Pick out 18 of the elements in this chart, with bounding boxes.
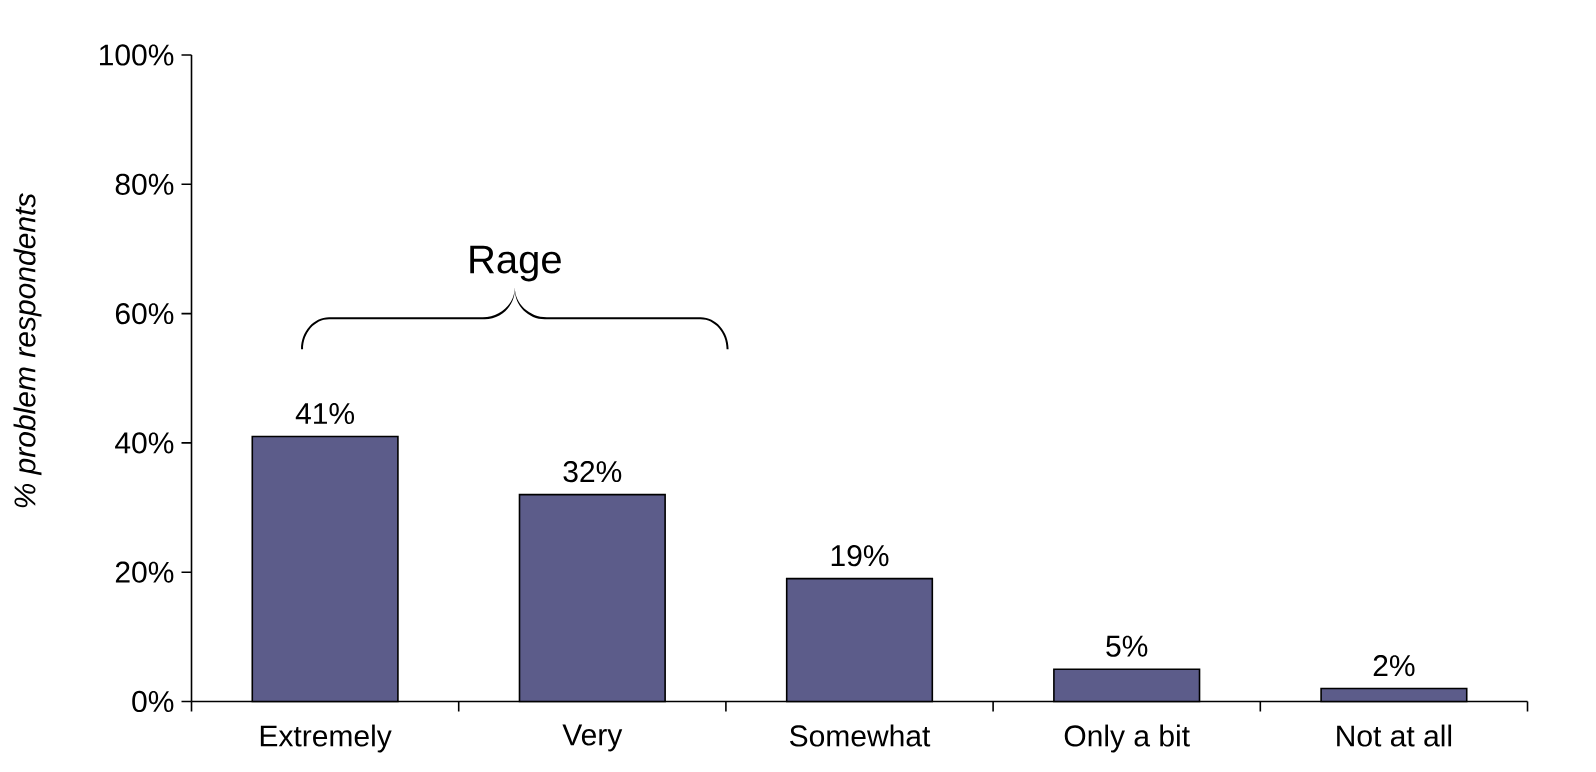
y-tick-label: 0% [132,690,174,713]
x-tick-label: Extremely [260,724,392,753]
data-label: 19% [831,545,889,567]
x-tick-label: Only a bit [1064,724,1190,753]
x-tick-label: Very [562,724,623,752]
data-label: 41% [295,403,355,425]
data-label: 5% [1106,635,1148,657]
y-tick-label: 20% [115,561,174,583]
y-tick-label: 80% [115,173,174,195]
y-tick-label: 60% [115,302,174,325]
data-label: 32% [563,460,622,483]
x-tick-label: Somewhat [789,724,931,747]
y-tick-label: 40% [115,432,174,454]
annotation: Rage [470,245,561,282]
y-tick-label: 100% [100,44,174,66]
x-tick-label: Not at all [1337,724,1452,747]
data-label: 2% [1373,655,1415,677]
y-axis-title: % problem respondents [13,193,42,508]
